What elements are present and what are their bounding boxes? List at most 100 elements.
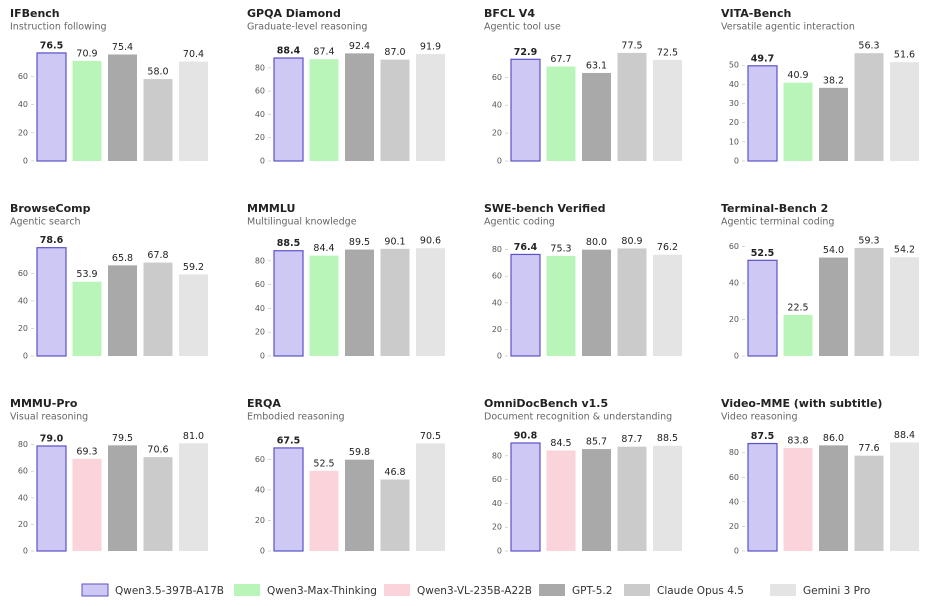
bar <box>582 72 611 161</box>
bar <box>653 445 682 551</box>
bar <box>345 249 374 356</box>
bar <box>747 259 778 357</box>
legend-label: Qwen3.5-397B-A17B <box>115 585 224 597</box>
bar <box>546 255 576 356</box>
y-tick-label: 50 <box>729 61 739 70</box>
value-label: 87.0 <box>384 47 405 58</box>
y-tick-label: 60 <box>18 269 28 278</box>
bar <box>273 57 304 162</box>
value-label: 90.6 <box>420 236 441 247</box>
y-tick-label: 30 <box>729 99 739 108</box>
y-tick-label: 60 <box>492 475 502 484</box>
value-label: 89.5 <box>349 237 370 248</box>
bar <box>380 479 410 551</box>
y-tick-label: 20 <box>18 128 28 137</box>
y-tick-label: 40 <box>18 493 28 502</box>
bar <box>36 52 67 162</box>
bar <box>72 281 102 356</box>
bar <box>546 450 576 551</box>
chart-title: IFBench <box>10 7 60 20</box>
bar <box>890 62 919 161</box>
value-label: 59.2 <box>183 262 204 273</box>
bar <box>416 443 445 551</box>
y-tick-label: 20 <box>492 129 502 138</box>
bar <box>653 59 682 161</box>
bar <box>582 249 611 356</box>
chart-subtitle: Instruction following <box>10 22 107 33</box>
y-tick-label: 40 <box>18 100 28 109</box>
y-tick-label: 60 <box>729 473 739 482</box>
bar <box>854 247 884 356</box>
value-label: 54.0 <box>823 245 844 256</box>
chart-title: SWE-bench Verified <box>484 202 606 215</box>
y-tick-label: 20 <box>255 133 265 142</box>
y-tick-label: 0 <box>23 352 28 361</box>
value-label: 84.4 <box>313 243 334 254</box>
bar <box>783 82 813 161</box>
value-label: 22.5 <box>787 302 808 313</box>
bar <box>72 60 102 162</box>
value-label: 76.4 <box>514 242 538 253</box>
value-label: 40.9 <box>787 70 808 81</box>
y-tick-label: 20 <box>255 328 265 337</box>
chart-title: MMMU-Pro <box>10 397 78 410</box>
bar <box>416 248 445 356</box>
value-label: 85.7 <box>586 437 607 448</box>
bar <box>783 448 813 551</box>
value-label: 46.8 <box>384 467 405 478</box>
bar <box>309 470 339 551</box>
bar <box>309 255 339 356</box>
legend-label: Claude Opus 4.5 <box>657 585 744 597</box>
chart-subtitle: Agentic search <box>10 217 81 228</box>
value-label: 90.8 <box>514 430 538 441</box>
legend-swatch <box>234 584 260 596</box>
bar <box>582 449 611 551</box>
bar <box>617 52 647 161</box>
y-tick-label: 40 <box>729 80 739 89</box>
value-label: 76.5 <box>40 40 63 51</box>
bar <box>108 445 137 551</box>
y-tick-label: 60 <box>255 455 265 464</box>
bar <box>890 257 919 356</box>
value-label: 88.4 <box>277 46 301 57</box>
value-label: 67.8 <box>147 250 168 261</box>
y-tick-label: 20 <box>492 523 502 532</box>
legend-swatch <box>384 584 410 596</box>
bar <box>380 248 410 356</box>
value-label: 49.7 <box>751 53 774 64</box>
bar <box>819 445 848 551</box>
y-tick-label: 40 <box>255 485 265 494</box>
y-tick-label: 0 <box>497 547 502 556</box>
bar <box>36 445 67 552</box>
y-tick-label: 60 <box>18 72 28 81</box>
chart-title: BFCL V4 <box>484 7 535 20</box>
bar <box>273 447 304 552</box>
bar <box>108 265 137 356</box>
chart-subtitle: Multilingual knowledge <box>247 217 357 228</box>
y-tick-label: 80 <box>18 440 28 449</box>
y-tick-label: 20 <box>729 118 739 127</box>
bar <box>179 61 208 162</box>
value-label: 76.2 <box>657 242 678 253</box>
chart-title: Video-MME (with subtitle) <box>721 397 882 410</box>
bar <box>510 253 541 357</box>
y-tick-label: 40 <box>255 110 265 119</box>
chart-subtitle: Agentic terminal coding <box>721 217 834 228</box>
bar <box>36 247 67 357</box>
bar <box>108 54 137 162</box>
bar <box>747 65 778 162</box>
bar <box>143 457 173 551</box>
y-tick-label: 80 <box>492 245 502 254</box>
bar <box>747 442 778 552</box>
legend-swatch <box>81 583 109 597</box>
y-tick-label: 20 <box>492 325 502 334</box>
bar <box>819 87 848 161</box>
value-label: 70.5 <box>420 431 441 442</box>
y-tick-label: 40 <box>492 101 502 110</box>
value-label: 86.0 <box>823 433 844 444</box>
bar <box>72 458 102 551</box>
value-label: 80.9 <box>621 236 642 247</box>
y-tick-label: 0 <box>734 352 739 361</box>
value-label: 87.7 <box>621 434 642 445</box>
chart-title: Terminal-Bench 2 <box>721 202 828 215</box>
